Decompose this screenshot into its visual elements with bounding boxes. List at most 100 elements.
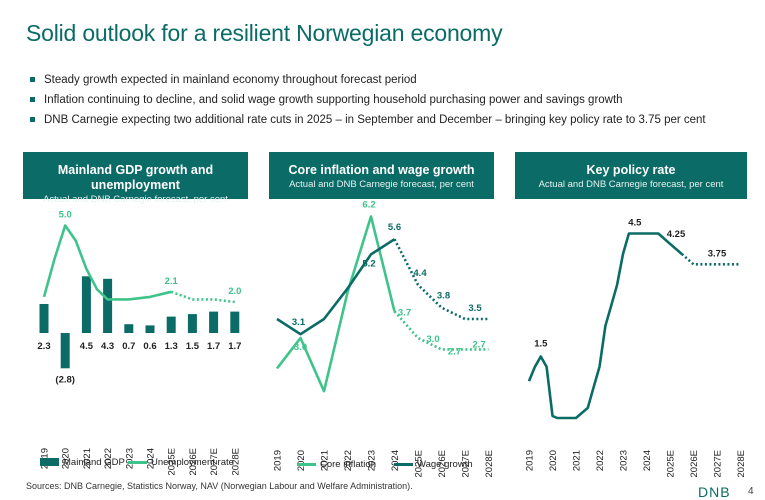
inflation-wage-chart: 3.0 6.2 3.7 3.0 2.7 2.7 3.1 5.2 5.6 4.4 3.8 3.5 2019… <box>273 199 496 477</box>
x-tick-label: 2020 <box>296 450 307 471</box>
legend-swatch-bar <box>40 458 59 467</box>
gdp-bar <box>209 311 219 333</box>
wage-growth-data-label: 3.8 <box>437 291 450 302</box>
x-tick-label: 2025E <box>414 450 425 477</box>
policy-rate-data-label: 4.5 <box>628 218 642 229</box>
x-tick-label: 2025E <box>167 448 178 475</box>
wage-growth-data-label: 3.1 <box>292 317 306 328</box>
wage-growth-line-forecast <box>393 238 489 321</box>
gdp-bar <box>145 325 155 333</box>
gdp-data-label: 1.7 <box>207 341 220 352</box>
bullet-text: DNB Carnegie expecting two additional ra… <box>44 114 706 126</box>
x-tick-label: 2021 <box>82 448 93 469</box>
x-tick-label: 2021 <box>320 450 331 471</box>
wage-growth-line-actual <box>276 238 396 336</box>
wage-growth-data-label: 5.6 <box>388 222 401 233</box>
x-tick-label: 2024 <box>146 448 157 469</box>
x-tick-label: 2028E <box>484 450 495 477</box>
x-tick-label: 2027E <box>713 450 724 477</box>
gdp-panel-header: Mainland GDP growth and unemployment Act… <box>23 152 248 205</box>
unemployment-data-label: 2.0 <box>228 286 241 297</box>
bullet-item: Steady growth expected in mainland econo… <box>30 70 706 90</box>
x-tick-label: 2028E <box>230 448 241 475</box>
gdp-bar <box>103 278 113 333</box>
legend-swatch-line <box>394 462 413 466</box>
core-inflation-data-label: 2.7 <box>472 339 485 350</box>
unemployment-line-actual <box>42 224 172 301</box>
gdp-data-label: 0.6 <box>143 341 156 352</box>
x-tick-label: 2023 <box>619 450 630 471</box>
core-inflation-data-label: 2.7 <box>448 346 461 357</box>
x-tick-label: 2026E <box>689 450 700 477</box>
core-inflation-line-forecast <box>393 310 489 351</box>
x-tick-label: 2022 <box>343 450 354 471</box>
legend-item-mainland-gdp: Mainland GDP <box>40 457 125 468</box>
inflation-panel-title: Core inflation and wage growth <box>288 163 475 177</box>
bullet-item: Inflation continuing to decline, and sol… <box>30 90 706 110</box>
x-tick-label: 2021 <box>572 450 583 471</box>
wage-growth-data-label: 4.4 <box>413 268 427 279</box>
page-number: 4 <box>748 486 754 497</box>
legend-label: Unemployment rate <box>151 457 234 468</box>
x-tick-label: 2019 <box>525 450 536 471</box>
gdp-bar <box>39 304 49 333</box>
gdp-bar <box>230 311 240 333</box>
wage-growth-data-label: 3.5 <box>468 303 482 314</box>
gdp-bar <box>81 276 91 333</box>
gdp-data-label: 1.5 <box>186 341 200 352</box>
legend-swatch-line <box>128 460 147 464</box>
gdp-data-label: 0.7 <box>122 341 135 352</box>
gdp-bar <box>124 324 134 333</box>
x-tick-label: 2023 <box>124 448 135 469</box>
gdp-panel-title: Mainland GDP growth and unemployment <box>57 163 214 192</box>
policy-panel-subtitle: Actual and DNB Carnegie forecast, per ce… <box>538 179 724 190</box>
bullet-list: Steady growth expected in mainland econo… <box>30 70 706 130</box>
legend-item-core-inflation: Core inflation <box>297 459 376 470</box>
x-tick-label: 2024 <box>642 450 653 471</box>
inflation-panel-header: Core inflation and wage growth Actual an… <box>269 152 494 199</box>
legend-label: Core inflation <box>320 459 376 470</box>
bullet-marker <box>30 97 35 102</box>
policy-rate-chart: 1.5 4.5 4.25 3.75 2019 2020 2021 2022 2023 2024 20… <box>525 218 748 478</box>
gdp-data-label: 4.3 <box>101 341 114 352</box>
gdp-bar <box>187 314 197 333</box>
bullet-text: Inflation continuing to decline, and sol… <box>44 94 623 106</box>
core-inflation-data-label: 3.0 <box>426 334 439 345</box>
policy-panel-header: Key policy rate Actual and DNB Carnegie … <box>515 152 747 199</box>
x-tick-label: 2026E <box>437 450 448 477</box>
policy-rate-line-forecast <box>680 253 741 266</box>
x-tick-label: 2020 <box>548 450 559 471</box>
gdp-data-label: 4.5 <box>80 341 94 352</box>
policy-rate-data-label: 4.25 <box>667 229 686 240</box>
x-tick-label: 2028E <box>736 450 747 477</box>
x-tick-label: 2024 <box>390 450 401 471</box>
core-inflation-data-label: 6.2 <box>362 199 375 210</box>
policy-rate-line-actual <box>527 232 683 420</box>
bullet-item: DNB Carnegie expecting two additional ra… <box>30 110 706 130</box>
legend-label: Wage growth <box>417 459 473 470</box>
gdp-panel-subtitle: Actual and DNB Carnegie forecast, per ce… <box>43 194 228 205</box>
x-tick-label: 2022 <box>595 450 606 471</box>
bullet-marker <box>30 117 35 122</box>
bullet-marker <box>30 77 35 82</box>
legend-item-wage-growth: Wage growth <box>394 459 473 470</box>
core-inflation-data-label: 3.7 <box>398 307 411 318</box>
gdp-bar <box>60 333 70 369</box>
unemployment-line-forecast <box>170 290 235 304</box>
policy-rate-data-label: 3.75 <box>708 248 727 259</box>
x-tick-label: 2027E <box>461 450 472 477</box>
legend-swatch-line <box>297 462 316 466</box>
x-tick-label: 2020 <box>61 448 72 469</box>
gdp-data-label: 1.3 <box>165 341 178 352</box>
gdp-data-label: (2.8) <box>55 374 75 385</box>
core-inflation-line-actual <box>275 215 396 393</box>
gdp-unemployment-chart: 2.3 (2.8) 4.5 4.3 0.7 0.6 1.3 1.5 1.7 1.7 5.0 2.1 2.… <box>37 210 241 476</box>
gdp-data-label: 2.3 <box>37 341 50 352</box>
bullet-text: Steady growth expected in mainland econo… <box>44 74 417 86</box>
policy-panel-title: Key policy rate <box>586 163 676 177</box>
unemployment-data-label: 5.0 <box>59 210 72 221</box>
x-tick-label: 2027E <box>209 448 220 475</box>
gdp-data-label: 1.7 <box>228 341 241 352</box>
x-tick-label: 2023 <box>367 450 378 471</box>
dnb-logo: DNB <box>698 484 731 500</box>
